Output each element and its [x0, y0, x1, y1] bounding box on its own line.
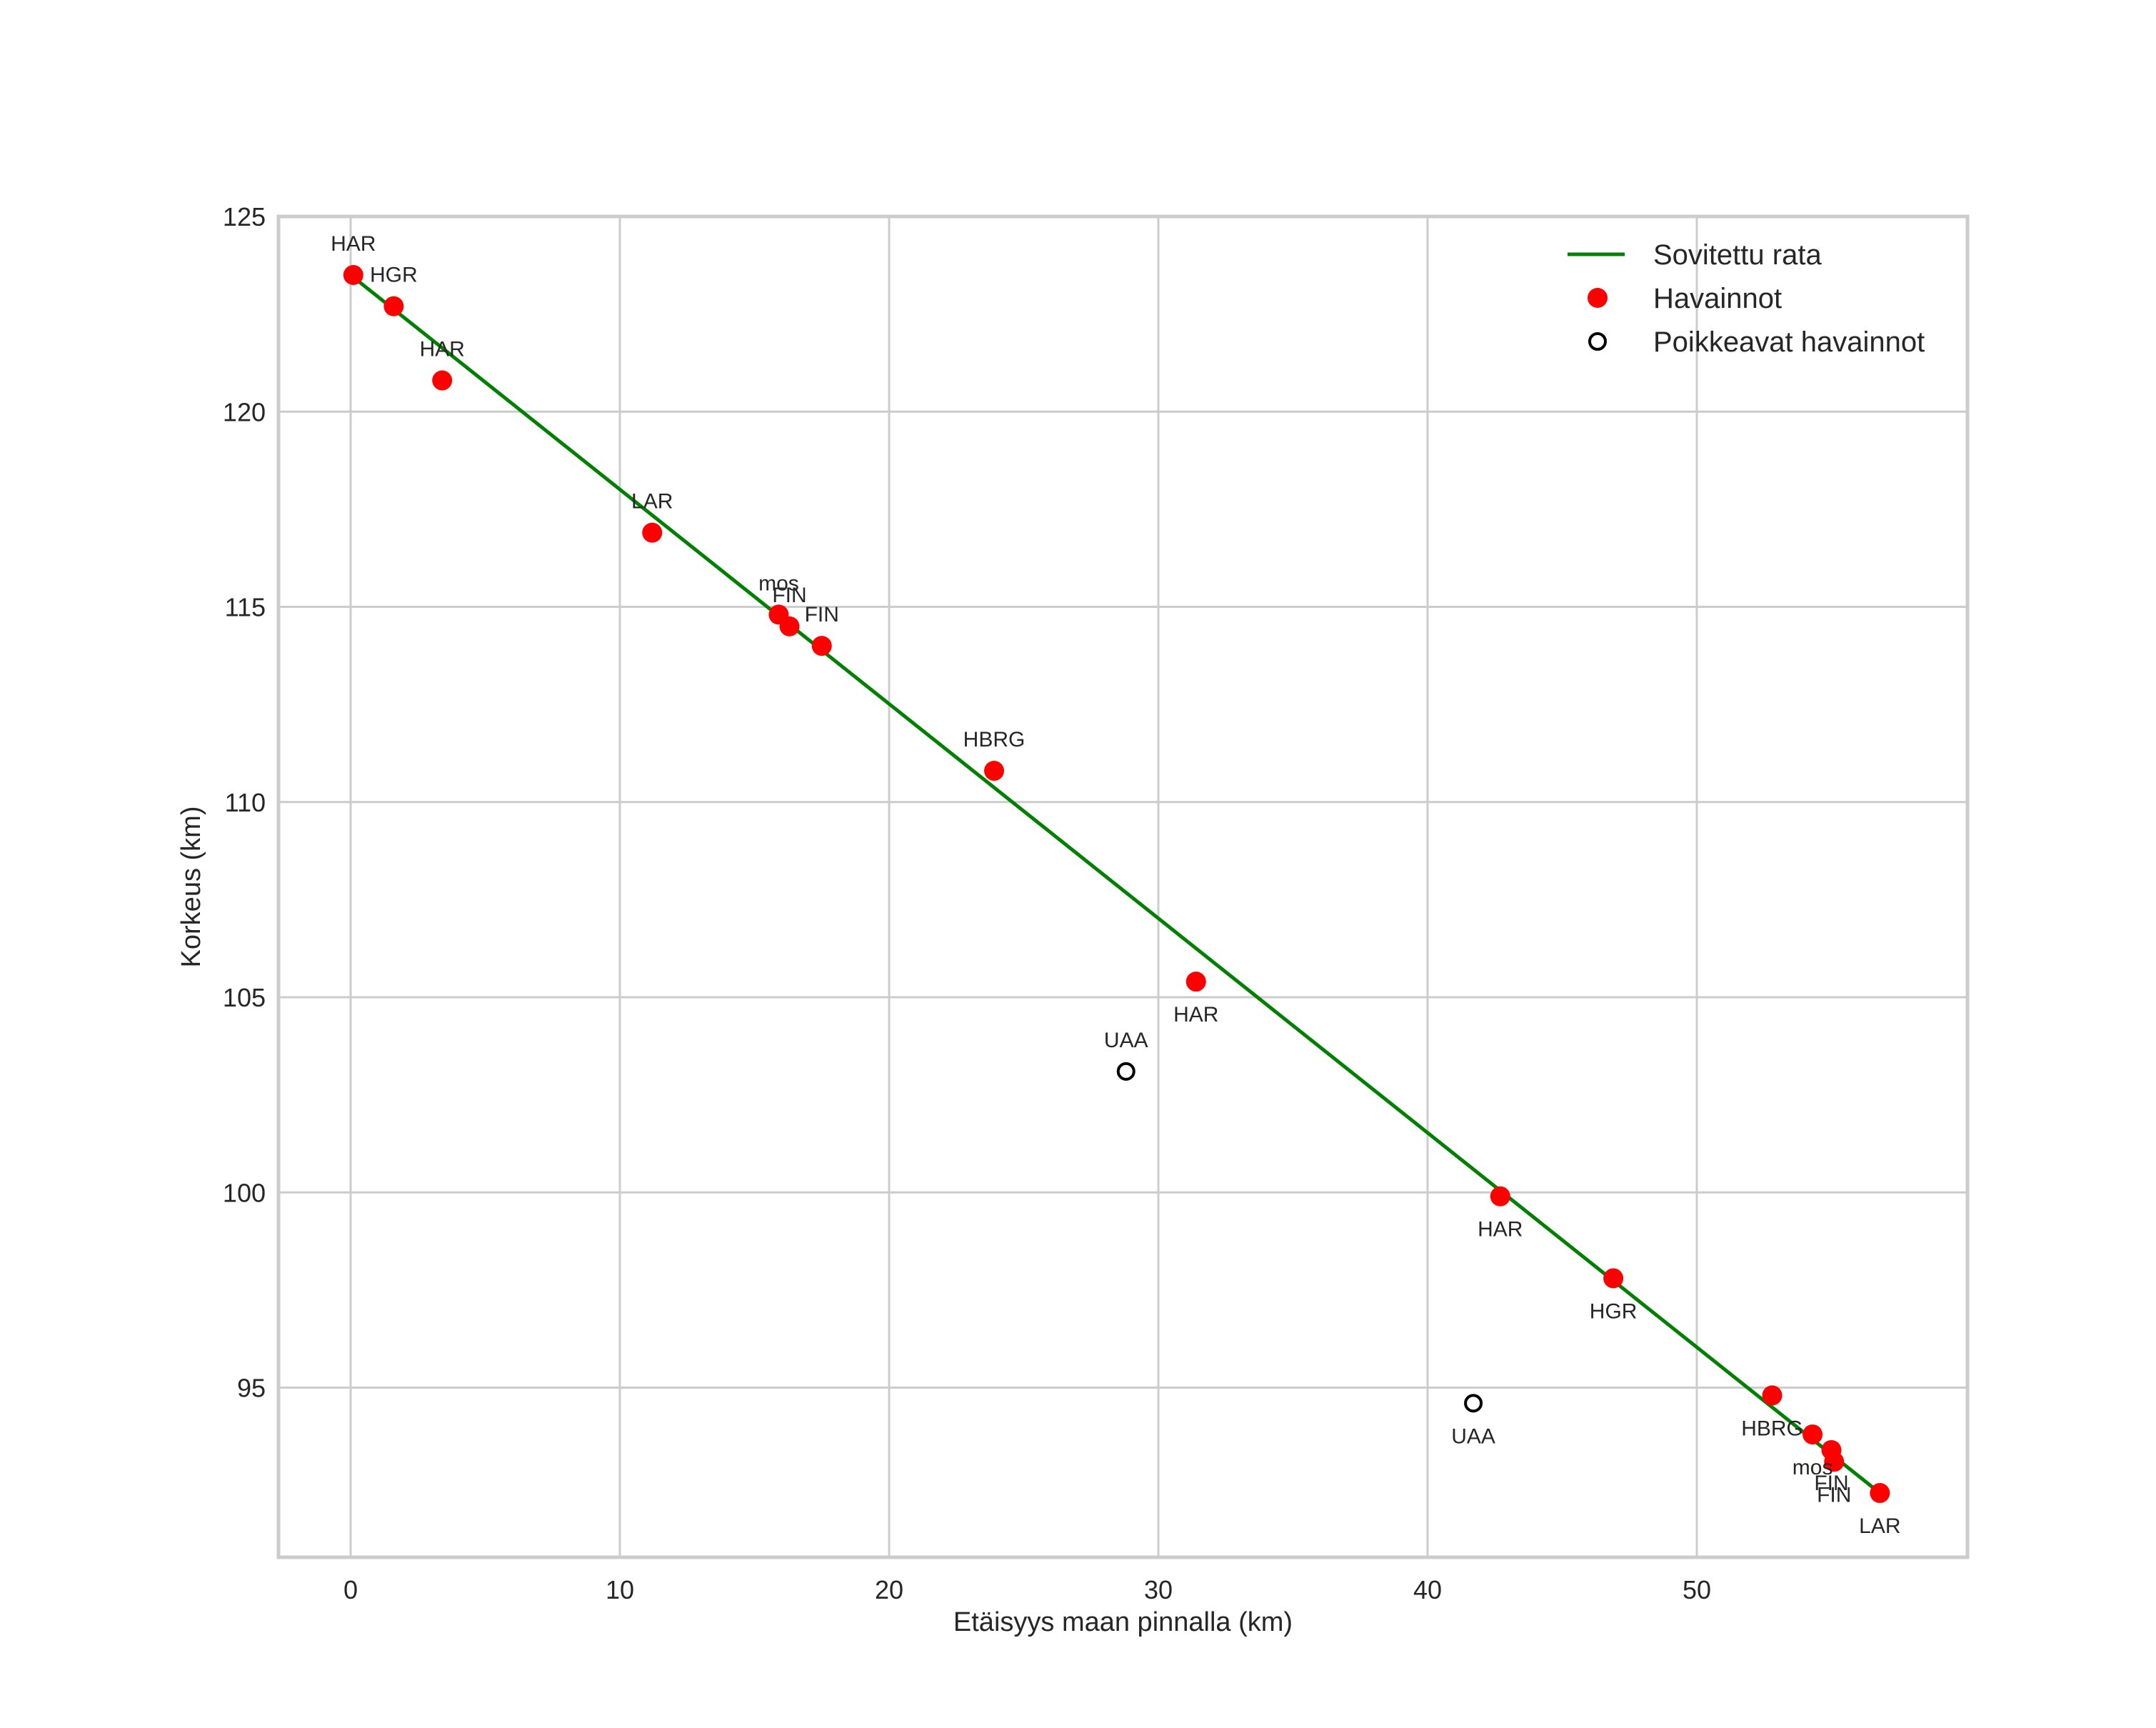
observation-marker: [1762, 1385, 1783, 1406]
x-tick-label: 0: [344, 1575, 358, 1604]
y-axis-label: Korkeus (km): [176, 806, 206, 968]
observation-marker: [984, 761, 1005, 781]
x-tick-label: 20: [875, 1575, 903, 1604]
station-label: HBRG: [963, 728, 1026, 751]
observation-marker: [811, 636, 832, 656]
outlier-marker: [1464, 1394, 1483, 1413]
legend-label: Havainnot: [1653, 283, 1782, 314]
observation-marker: [779, 616, 800, 636]
station-label: HAR: [420, 338, 465, 361]
station-label: UAA: [1104, 1029, 1148, 1052]
observation-marker: [1603, 1268, 1624, 1289]
station-label: mos: [758, 571, 799, 595]
observation-marker: [343, 264, 363, 285]
station-label: HAR: [331, 232, 376, 256]
legend-filled-dot-icon: [1588, 288, 1608, 308]
station-label: FIN: [1814, 1472, 1848, 1495]
legend-label: Sovitettu rata: [1653, 239, 1822, 271]
x-axis-label: Etäisyys maan pinnalla (km): [953, 1607, 1293, 1637]
station-label: HAR: [1173, 1003, 1218, 1027]
y-tick-label: 110: [225, 788, 266, 817]
observation-marker: [1802, 1424, 1823, 1445]
y-tick-label: 105: [223, 983, 266, 1012]
y-tick-label: 95: [237, 1374, 266, 1403]
y-axis-ticks: 95 100 105 110 115 120 125: [223, 202, 266, 1403]
plot-frame: [276, 214, 1970, 1559]
observation-marker: [1824, 1452, 1845, 1472]
station-label: FIN: [772, 584, 806, 607]
outlier-marker: [1116, 1062, 1135, 1081]
y-tick-label: 100: [223, 1178, 266, 1207]
station-label: HAR: [1478, 1218, 1523, 1242]
station-label: mos: [1793, 1456, 1833, 1479]
series: [343, 264, 1890, 1504]
grid: [279, 215, 1967, 1557]
observation-marker: [642, 522, 663, 543]
x-tick-label: 50: [1683, 1575, 1711, 1604]
x-tick-label: 10: [606, 1575, 634, 1604]
fitted-trajectory-line: [349, 274, 1881, 1495]
station-label: HBRG: [1741, 1417, 1803, 1440]
legend-open-circle-icon: [1588, 332, 1607, 351]
station-label: FIN: [805, 603, 839, 626]
y-tick-label: 120: [223, 397, 266, 426]
legend-label: Poikkeavat havainnot: [1653, 326, 1925, 358]
station-label: FIN: [1817, 1483, 1851, 1507]
station-label: LAR: [631, 490, 673, 514]
observation-marker: [1490, 1186, 1510, 1207]
legend: Sovitettu rata Havainnot Poikkeavat havain…: [1568, 239, 1925, 358]
y-tick-label: 125: [223, 202, 266, 231]
station-label: UAA: [1451, 1424, 1495, 1448]
station-label: HGR: [1590, 1299, 1638, 1323]
x-tick-label: 30: [1144, 1575, 1173, 1604]
station-label: LAR: [1859, 1514, 1900, 1538]
observation-marker: [1185, 972, 1206, 992]
point-labels: HARHGRHARLARmosFINFINHBRGHARHARHGRHBRGmo…: [331, 232, 1900, 1538]
observation-marker: [1870, 1483, 1890, 1504]
observation-marker: [383, 296, 404, 316]
observation-marker: [432, 370, 453, 391]
x-tick-label: 40: [1413, 1575, 1442, 1604]
station-label: HGR: [370, 264, 418, 287]
y-tick-label: 115: [225, 593, 266, 622]
x-axis-ticks: 0 10 20 30 40 50: [344, 1575, 1711, 1604]
